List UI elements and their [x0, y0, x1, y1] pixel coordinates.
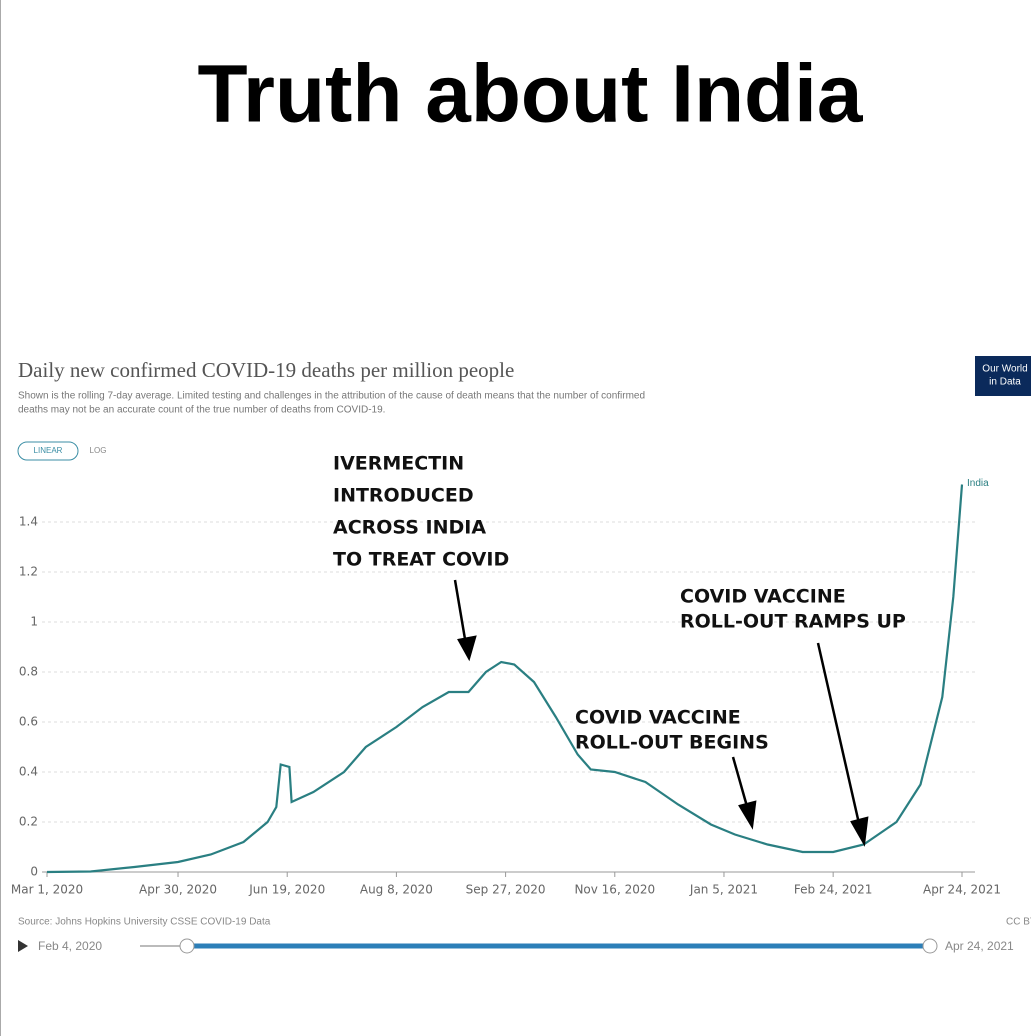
y-tick-label: 1.4 [19, 515, 38, 529]
x-tick-label: Aug 8, 2020 [360, 883, 433, 897]
x-tick-label: Nov 16, 2020 [574, 883, 655, 897]
source: Source: Johns Hopkins University CSSE CO… [18, 917, 271, 928]
logo-text: in Data [989, 377, 1021, 388]
logo[interactable] [975, 356, 1031, 396]
annotation: TO TREAT COVID [333, 549, 509, 571]
y-tick-label: 0.8 [19, 665, 38, 679]
timeline-end: Apr 24, 2021 [945, 939, 1014, 953]
x-tick-label: Jan 5, 2021 [689, 883, 758, 897]
linear-button-label[interactable]: LINEAR [34, 446, 63, 455]
timeline-start: Feb 4, 2020 [38, 939, 102, 953]
x-tick-label: Apr 24, 2021 [923, 883, 1001, 897]
annotation: ACROSS INDIA [333, 517, 486, 539]
y-tick-label: 0.4 [19, 765, 38, 779]
timeline-handle[interactable] [922, 938, 938, 954]
license: CC BY [1006, 917, 1031, 928]
annotation: ROLL-OUT RAMPS UP [680, 611, 906, 633]
series-label: India [967, 478, 989, 489]
y-tick-label: 0.6 [19, 715, 38, 729]
annotation: INTRODUCED [333, 485, 474, 507]
logo-text: Our World [982, 364, 1027, 375]
play-button[interactable] [18, 940, 28, 952]
y-tick-label: 1.2 [19, 565, 38, 579]
x-tick-label: Mar 1, 2020 [11, 883, 83, 897]
x-tick-label: Jun 19, 2020 [248, 883, 325, 897]
y-tick-label: 1 [30, 615, 38, 629]
chart-subtitle: Shown is the rolling 7-day average. Limi… [18, 391, 645, 402]
annotation: COVID VACCINE [680, 586, 846, 608]
annotation: COVID VACCINE [575, 707, 741, 729]
annotation: IVERMECTIN [333, 453, 464, 475]
y-tick-label: 0 [30, 865, 38, 879]
y-tick-label: 0.2 [19, 815, 38, 829]
chart-title: Daily new confirmed COVID-19 deaths per … [18, 358, 514, 382]
annotation-arrows [453, 579, 869, 847]
linear-button[interactable] [17, 441, 79, 461]
page-title: Truth about India [197, 49, 863, 140]
x-tick-label: Apr 30, 2020 [139, 883, 217, 897]
log-button-label[interactable]: LOG [90, 446, 107, 455]
line [46, 484, 964, 874]
chart-subtitle: deaths may not be an accurate count of t… [18, 405, 385, 416]
x-tick-label: Sep 27, 2020 [466, 883, 546, 897]
x-tick-label: Feb 24, 2021 [794, 883, 873, 897]
annotation: ROLL-OUT BEGINS [575, 732, 769, 754]
timeline-handle[interactable] [179, 938, 195, 954]
